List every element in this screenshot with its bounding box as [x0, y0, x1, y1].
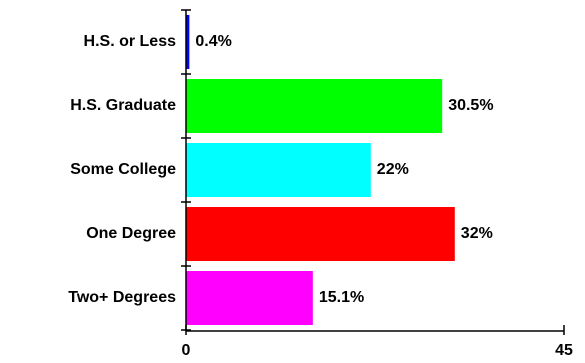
category-label: One Degree: [86, 225, 176, 242]
bar: [186, 15, 190, 69]
value-label: 30.5%: [448, 97, 493, 114]
bar: [186, 79, 443, 133]
x-tick-label: 0: [182, 342, 191, 359]
category-label: H.S. Graduate: [70, 97, 176, 114]
value-label: 32%: [461, 225, 493, 242]
bar: [186, 143, 371, 197]
category-label: Some College: [70, 161, 176, 178]
x-tick-label: 45: [555, 342, 573, 359]
bar: [186, 271, 313, 325]
bar: [186, 207, 455, 261]
value-label: 15.1%: [319, 289, 364, 306]
value-label: 22%: [377, 161, 409, 178]
category-label: H.S. or Less: [84, 33, 177, 50]
value-label: 0.4%: [195, 33, 231, 50]
category-label: Two+ Degrees: [68, 289, 176, 306]
